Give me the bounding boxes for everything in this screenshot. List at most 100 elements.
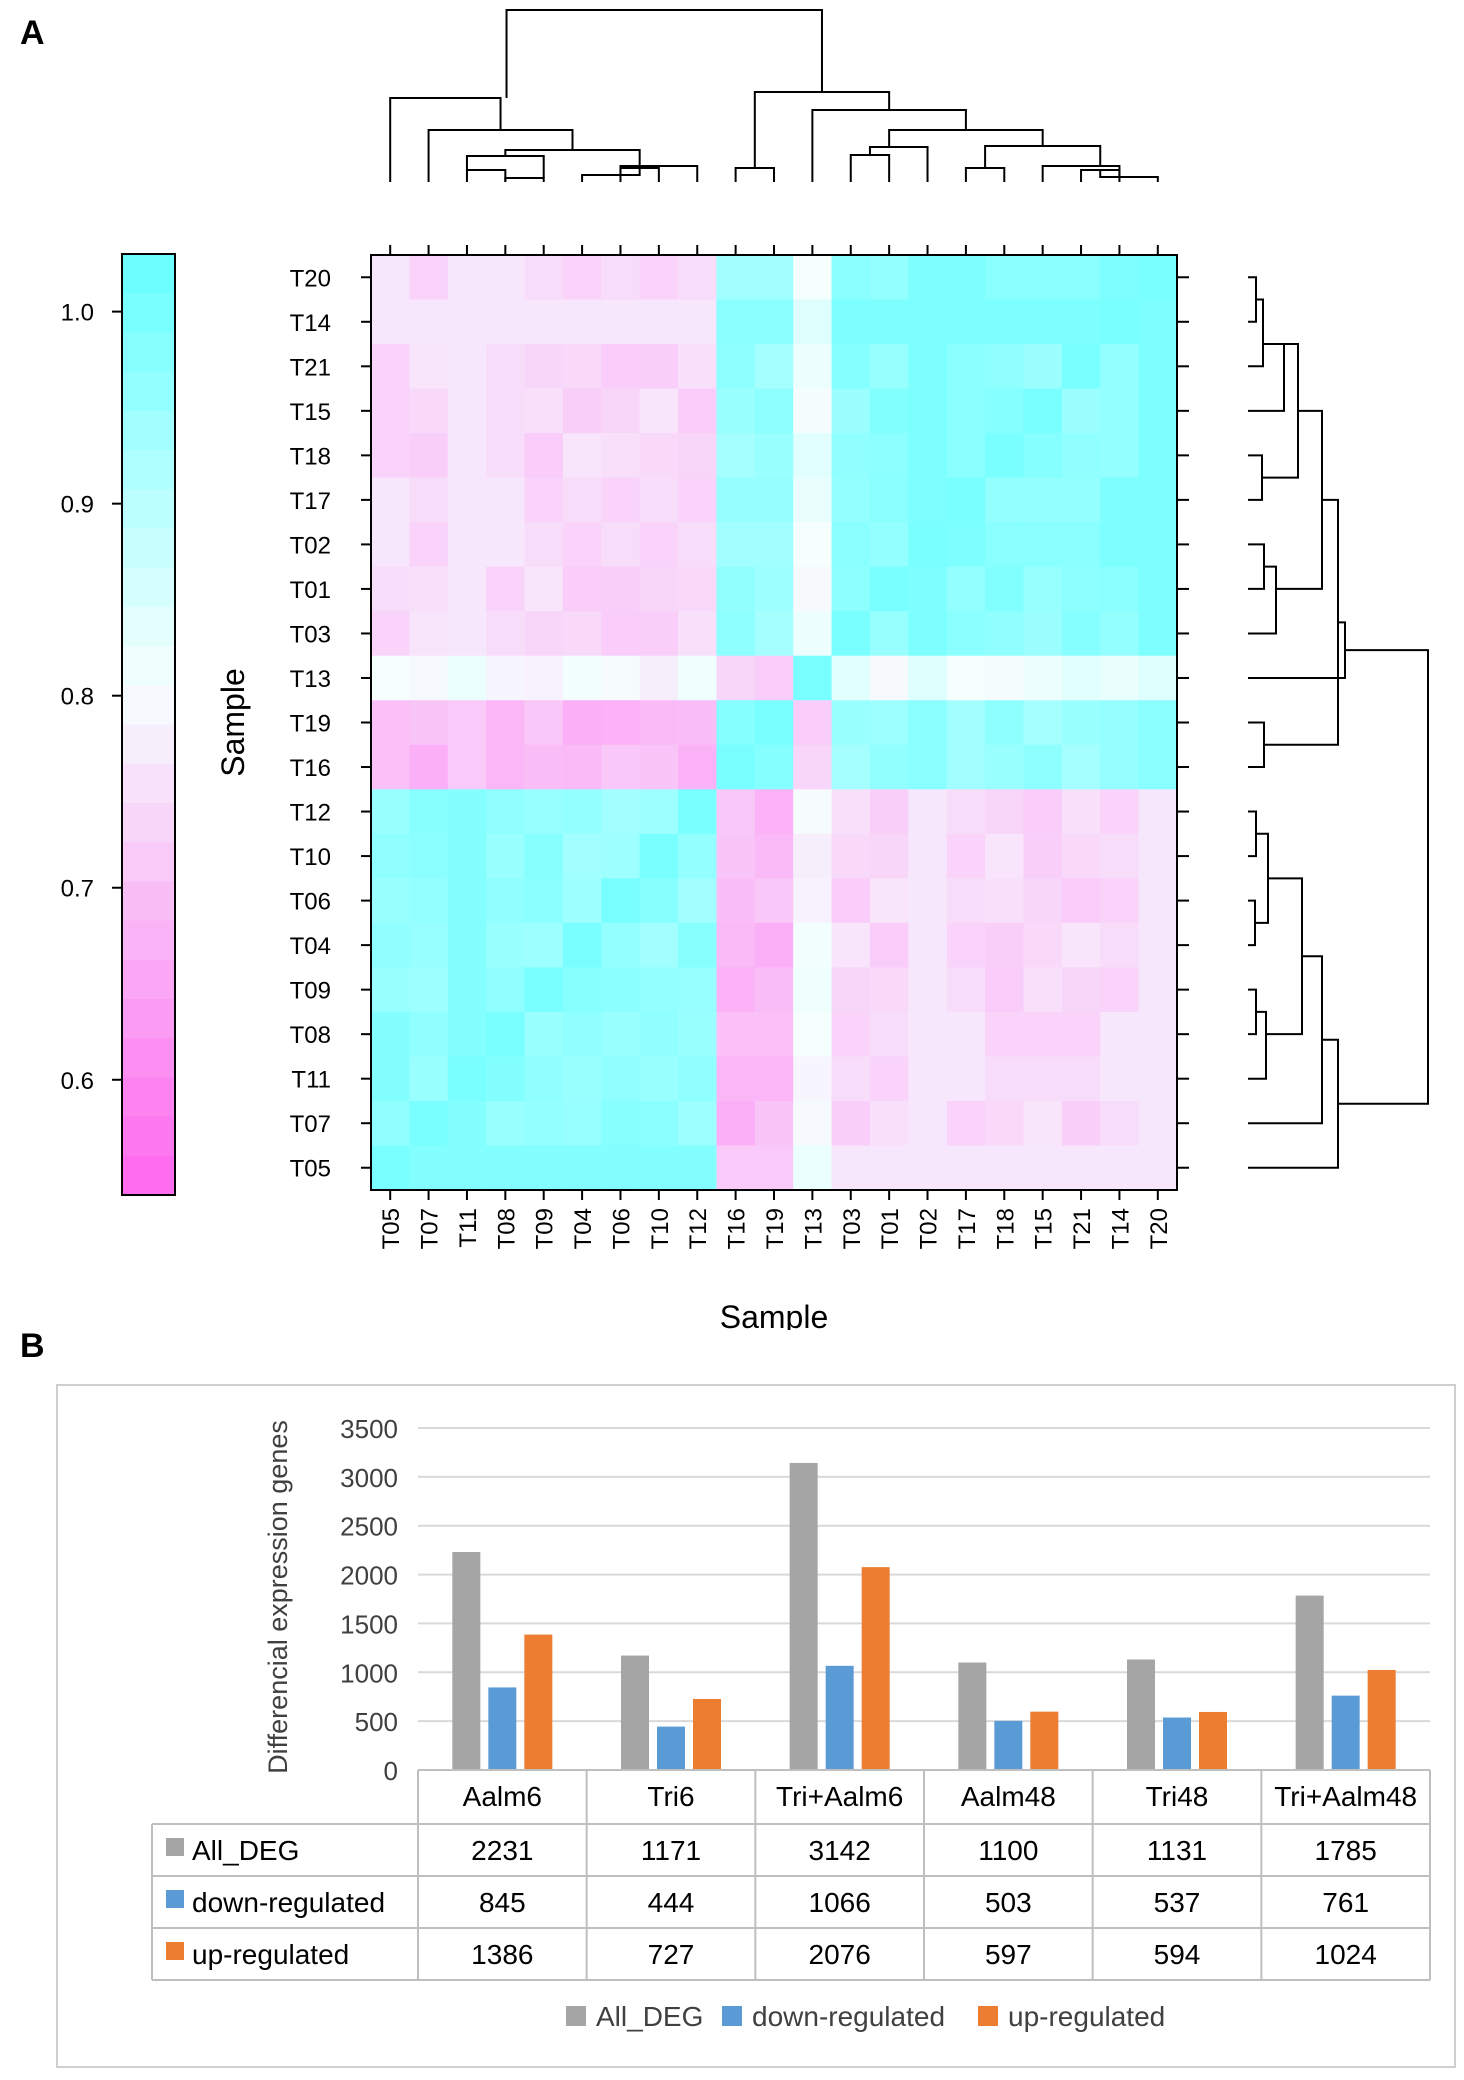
table-cell: 2231 xyxy=(471,1835,533,1866)
heatmap-cell xyxy=(486,1145,526,1191)
heatmap-cell xyxy=(1138,833,1178,879)
top-dendrogram-branch xyxy=(581,168,641,182)
colorbar-band xyxy=(122,1116,175,1157)
bar-up-regulated xyxy=(1030,1711,1059,1770)
colorbar-band xyxy=(122,528,175,569)
top-dendrogram-branch xyxy=(1099,170,1159,182)
heatmap-cell xyxy=(716,611,756,657)
heatmap-cell xyxy=(1138,878,1178,924)
heatmap-cell xyxy=(985,299,1025,345)
x-tick-label: T10 xyxy=(647,1208,674,1249)
category-label: Tri+Aalm6 xyxy=(776,1781,903,1812)
heatmap-cell xyxy=(447,833,487,879)
right-dendrogram-branch xyxy=(1338,649,1429,1105)
heatmap-cell xyxy=(409,967,449,1013)
bar-all-deg xyxy=(958,1662,987,1770)
heatmap-cell xyxy=(716,700,756,746)
heatmap-cell xyxy=(1061,1145,1101,1191)
heatmap-cell xyxy=(946,433,986,479)
heatmap-cell xyxy=(524,789,564,835)
y-tick-label: 3500 xyxy=(340,1414,398,1444)
heatmap-cell xyxy=(1138,789,1178,835)
heatmap-cell xyxy=(1100,1011,1140,1058)
heatmap-cell xyxy=(639,255,679,301)
heatmap-cell xyxy=(447,744,487,790)
heatmap-cell xyxy=(754,299,794,345)
heatmap-cell xyxy=(639,433,679,479)
heatmap-cell xyxy=(1138,1011,1178,1058)
heatmap-cell xyxy=(486,344,526,390)
heatmap-cell xyxy=(908,1100,948,1147)
heatmap-cell xyxy=(985,388,1025,434)
heatmap-cell xyxy=(716,1011,756,1058)
bar-all-deg xyxy=(789,1462,818,1770)
heatmap-cell xyxy=(371,967,410,1013)
heatmap-cell xyxy=(985,655,1025,701)
heatmap-cell xyxy=(793,744,833,790)
heatmap-cell xyxy=(486,922,526,968)
heatmap-cell xyxy=(1138,611,1178,657)
heatmap-cell xyxy=(524,1145,564,1191)
heatmap-cell xyxy=(754,789,794,835)
category-label: Aalm48 xyxy=(961,1781,1056,1812)
colorbar-band xyxy=(122,724,175,765)
heatmap-cell xyxy=(409,344,449,390)
colorbar-tick-label: 0.7 xyxy=(61,876,94,903)
heatmap-cell xyxy=(793,789,833,835)
heatmap-cell xyxy=(1023,922,1063,968)
heatmap-cell xyxy=(1100,967,1140,1013)
heatmap-cell xyxy=(409,1145,449,1191)
heatmap-cell xyxy=(831,922,871,968)
x-tick-label: T20 xyxy=(1146,1208,1173,1249)
heatmap-cell xyxy=(793,433,833,479)
heatmap-cell xyxy=(601,611,641,657)
heatmap-cell xyxy=(562,1100,602,1147)
heatmap-cell xyxy=(447,878,487,924)
heatmap-cell xyxy=(793,522,833,568)
heatmap-cell xyxy=(486,1011,526,1058)
heatmap-cell xyxy=(447,522,487,568)
heatmap-cell xyxy=(1138,700,1178,746)
heatmap-cell xyxy=(447,967,487,1013)
heatmap-cell xyxy=(754,477,794,523)
heatmap-cell xyxy=(793,1011,833,1058)
heatmap-cell xyxy=(869,967,909,1013)
heatmap-cell xyxy=(869,566,909,612)
heatmap-cell xyxy=(562,344,602,390)
heatmap-cell xyxy=(562,522,602,568)
bar-down-regulated xyxy=(994,1720,1023,1770)
right-dendrogram-branch xyxy=(1248,565,1277,635)
heatmap-cell xyxy=(1023,299,1063,345)
heatmap-cell xyxy=(754,878,794,924)
heatmap-cell xyxy=(678,344,718,390)
heatmap-cell xyxy=(1138,344,1178,390)
heatmap-cell xyxy=(946,344,986,390)
heatmap-cell xyxy=(678,1056,718,1102)
heatmap-cell xyxy=(985,1145,1025,1191)
heatmap-cell xyxy=(946,655,986,701)
table-cell: 3142 xyxy=(809,1835,871,1866)
right-dendrogram-branch xyxy=(1248,1010,1267,1080)
heatmap-cell xyxy=(1100,522,1140,568)
heatmap-cell xyxy=(524,878,564,924)
heatmap-cell xyxy=(639,922,679,968)
heatmap-cell xyxy=(1138,433,1178,479)
heatmap-cell xyxy=(831,833,871,879)
heatmap-cell xyxy=(946,299,986,345)
heatmap-cell xyxy=(371,833,410,879)
heatmap-cell xyxy=(716,477,756,523)
heatmap-cell xyxy=(908,744,948,790)
heatmap-cell xyxy=(946,1145,986,1191)
heatmap-cell xyxy=(371,388,410,434)
heatmap-cell xyxy=(716,344,756,390)
table-cell: 845 xyxy=(479,1887,526,1918)
legend-label: up-regulated xyxy=(1008,2001,1165,2032)
category-label: Tri48 xyxy=(1146,1781,1209,1812)
heatmap-cell xyxy=(754,833,794,879)
heatmap-cell xyxy=(601,922,641,968)
y-tick-label: T14 xyxy=(290,310,331,337)
heatmap-cell xyxy=(985,789,1025,835)
y-tick-label: 500 xyxy=(355,1707,398,1737)
table-legend-swatch xyxy=(166,1942,184,1960)
colorbar-band xyxy=(122,450,175,490)
